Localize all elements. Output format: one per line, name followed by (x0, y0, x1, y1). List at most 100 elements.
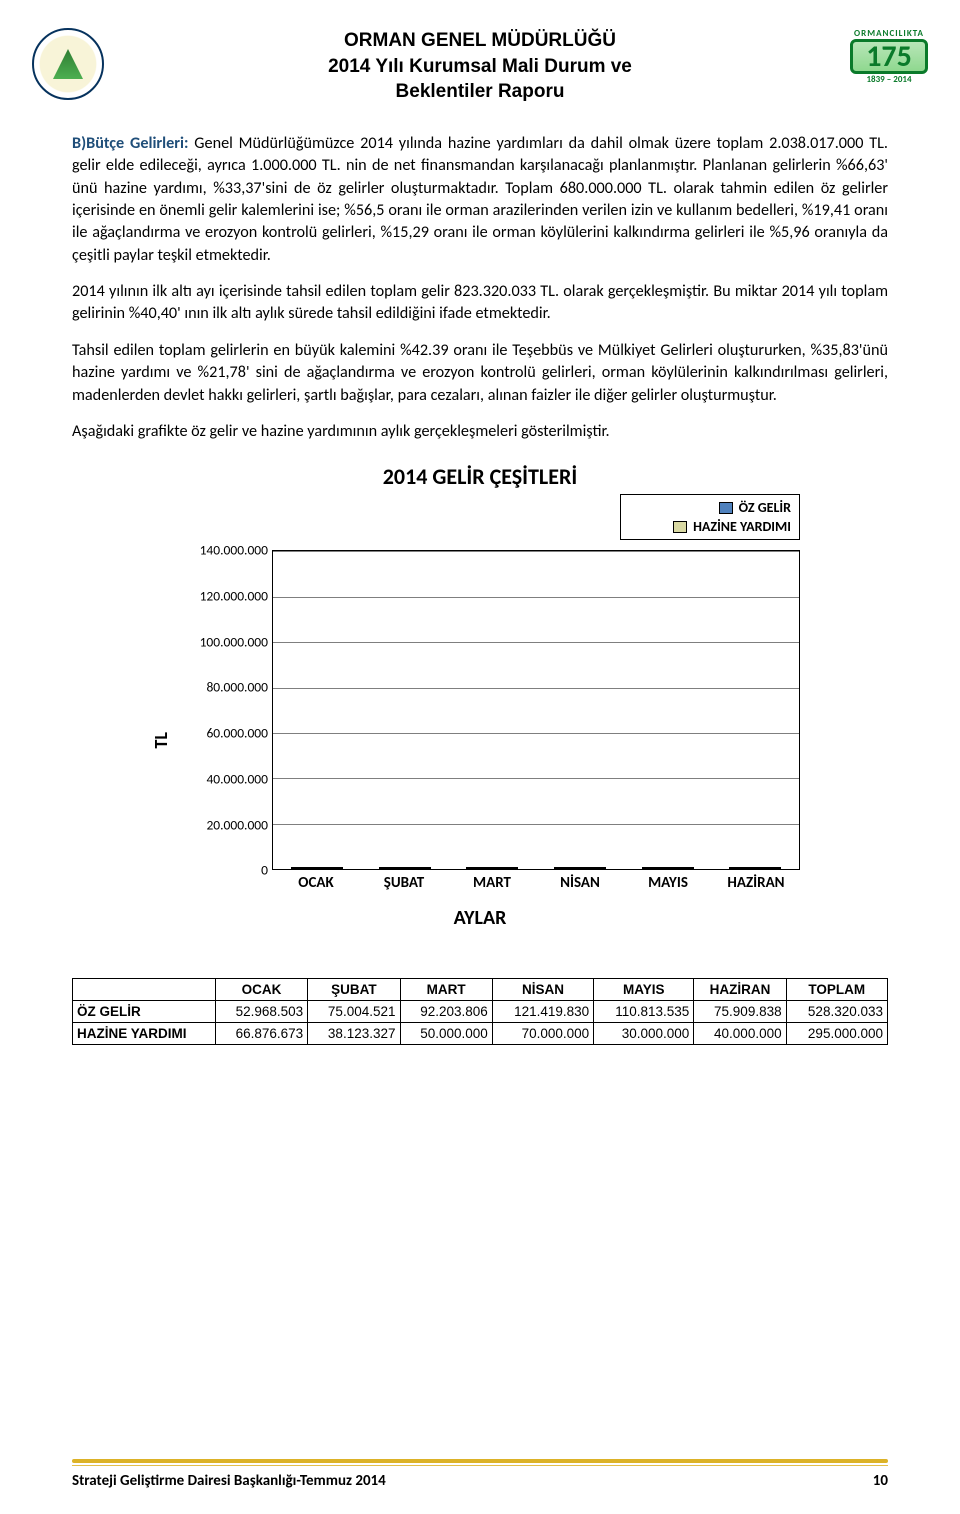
chart-bar-oz (642, 867, 668, 869)
table-header-cell: MART (400, 979, 492, 1001)
table-cell: 121.419.830 (492, 1001, 593, 1023)
table-cell: 66.876.673 (215, 1023, 307, 1045)
table-row-label: ÖZ GELİR (73, 1001, 216, 1023)
legend-label-hazine: HAZİNE YARDIMI (693, 518, 791, 535)
table-cell: 110.813.535 (594, 1001, 694, 1023)
chart-bars-container (273, 551, 799, 869)
legend-item-hazine: HAZİNE YARDIMI (673, 518, 791, 535)
chart-gridline (273, 688, 799, 689)
table-header-cell: TOPLAM (786, 979, 887, 1001)
paragraph-2: 2014 yılının ilk altı ayı içerisinde tah… (72, 281, 888, 326)
table-cell: 92.203.806 (400, 1001, 492, 1023)
table-body: ÖZ GELİR52.968.50375.004.52192.203.80612… (73, 1001, 888, 1045)
chart-gridline (273, 733, 799, 734)
anniversary-years: 175 (850, 39, 928, 74)
table-cell: 50.000.000 (400, 1023, 492, 1045)
chart-bar-hazine (492, 867, 518, 869)
revenue-chart: 2014 GELİR ÇEŞİTLERİ ÖZ GELİR HAZİNE YAR… (150, 463, 810, 930)
chart-plot-area (272, 550, 800, 870)
chart-ylabel: TL (150, 692, 176, 749)
legend-label-oz: ÖZ GELİR (739, 499, 791, 516)
chart-bar-group (448, 867, 536, 869)
chart-bar-group (536, 867, 624, 869)
chart-ytick: 20.000.000 (182, 816, 268, 833)
table-cell: 38.123.327 (308, 1023, 400, 1045)
legend-item-oz: ÖZ GELİR (719, 499, 791, 516)
table-cell: 528.320.033 (786, 1001, 887, 1023)
table-header-cell: HAZİRAN (694, 979, 786, 1001)
chart-bar-oz (291, 867, 317, 869)
chart-ytick: 120.000.000 (182, 587, 268, 604)
chart-bar-group (361, 867, 449, 869)
chart-xtick: ŞUBAT (360, 874, 448, 900)
chart-gridline (273, 551, 799, 552)
table-cell: 52.968.503 (215, 1001, 307, 1023)
anniversary-range: 1839 – 2014 (850, 74, 928, 85)
chart-ytick: 140.000.000 (182, 542, 268, 559)
footer-rule (72, 1459, 888, 1463)
footer-left: Strateji Geliştirme Dairesi Başkanlığı-T… (72, 1472, 386, 1490)
chart-bar-oz (466, 867, 492, 869)
chart-gridline (273, 824, 799, 825)
chart-bar-hazine (668, 867, 694, 869)
chart-ytick: 0 (182, 862, 268, 879)
footer-page-number: 10 (873, 1472, 888, 1490)
chart-gridline (273, 778, 799, 779)
paragraph-1: B)Bütçe Gelirleri: Genel Müdürlüğümüzce … (72, 133, 888, 267)
table-header-cell: OCAK (215, 979, 307, 1001)
chart-bar-group (273, 867, 361, 869)
chart-bar-group (711, 867, 799, 869)
footer-rule-thin (72, 1465, 888, 1466)
chart-xlabel: AYLAR (150, 906, 810, 930)
chart-plot: 0 20.000.000 40.000.000 60.000.000 80.000.00… (182, 540, 810, 900)
chart-xtick: NİSAN (536, 874, 624, 900)
table-row: HAZİNE YARDIMI66.876.67338.123.32750.000… (73, 1023, 888, 1045)
chart-ytick: 100.000.000 (182, 633, 268, 650)
table-row-label: HAZİNE YARDIMI (73, 1023, 216, 1045)
body-text: B)Bütçe Gelirleri: Genel Müdürlüğümüzce … (72, 133, 888, 443)
chart-xtick: HAZİRAN (712, 874, 800, 900)
chart-xtick: MAYIS (624, 874, 712, 900)
chart-title: 2014 GELİR ÇEŞİTLERİ (150, 463, 810, 490)
chart-xticks: OCAKŞUBATMARTNİSANMAYISHAZİRAN (272, 874, 800, 900)
table-cell: 75.909.838 (694, 1001, 786, 1023)
chart-xtick: MART (448, 874, 536, 900)
table-cell: 75.004.521 (308, 1001, 400, 1023)
chart-bar-hazine (317, 867, 343, 869)
p1-rest: Genel Müdürlüğümüzce 2014 yılında hazine… (72, 134, 888, 265)
chart-bar-hazine (580, 867, 606, 869)
ogm-logo (32, 28, 104, 100)
chart-ytick: 40.000.000 (182, 770, 268, 787)
revenue-table: OCAKŞUBATMARTNİSANMAYISHAZİRANTOPLAM ÖZ … (72, 978, 888, 1045)
chart-bar-oz (379, 867, 405, 869)
header-line-1: ORMAN GENEL MÜDÜRLÜĞÜ (328, 28, 632, 54)
table-header-cell: ŞUBAT (308, 979, 400, 1001)
paragraph-4: Aşağıdaki grafikte öz gelir ve hazine ya… (72, 421, 888, 443)
chart-bar-oz (554, 867, 580, 869)
chart-legend: ÖZ GELİR HAZİNE YARDIMI (620, 494, 800, 540)
table-cell: 40.000.000 (694, 1023, 786, 1045)
chart-xtick: OCAK (272, 874, 360, 900)
chart-ytick: 60.000.000 (182, 725, 268, 742)
chart-gridline (273, 597, 799, 598)
table-cell: 295.000.000 (786, 1023, 887, 1045)
table-header-cell: MAYIS (594, 979, 694, 1001)
page-footer: Strateji Geliştirme Dairesi Başkanlığı-T… (72, 1459, 888, 1490)
table-header-row: OCAKŞUBATMARTNİSANMAYISHAZİRANTOPLAM (73, 979, 888, 1001)
table-cell: 30.000.000 (594, 1023, 694, 1045)
chart-bar-hazine (405, 867, 431, 869)
paragraph-3: Tahsil edilen toplam gelirlerin en büyük… (72, 340, 888, 407)
legend-swatch-oz (719, 502, 733, 514)
table-row: ÖZ GELİR52.968.50375.004.52192.203.80612… (73, 1001, 888, 1023)
chart-ytick: 80.000.000 (182, 679, 268, 696)
header-title-block: ORMAN GENEL MÜDÜRLÜĞÜ 2014 Yılı Kurumsal… (328, 28, 632, 105)
p1-lead: B)Bütçe Gelirleri: (72, 134, 189, 153)
chart-bar-group (624, 867, 712, 869)
anniversary-logo: ORMANCILIKTA 175 1839 – 2014 (850, 28, 928, 85)
header-line-2: 2014 Yılı Kurumsal Mali Durum ve (328, 54, 632, 80)
chart-gridline (273, 642, 799, 643)
table-cell: 70.000.000 (492, 1023, 593, 1045)
legend-swatch-hazine (673, 521, 687, 533)
page-header: ORMAN GENEL MÜDÜRLÜĞÜ 2014 Yılı Kurumsal… (72, 28, 888, 105)
header-line-3: Beklentiler Raporu (328, 79, 632, 105)
